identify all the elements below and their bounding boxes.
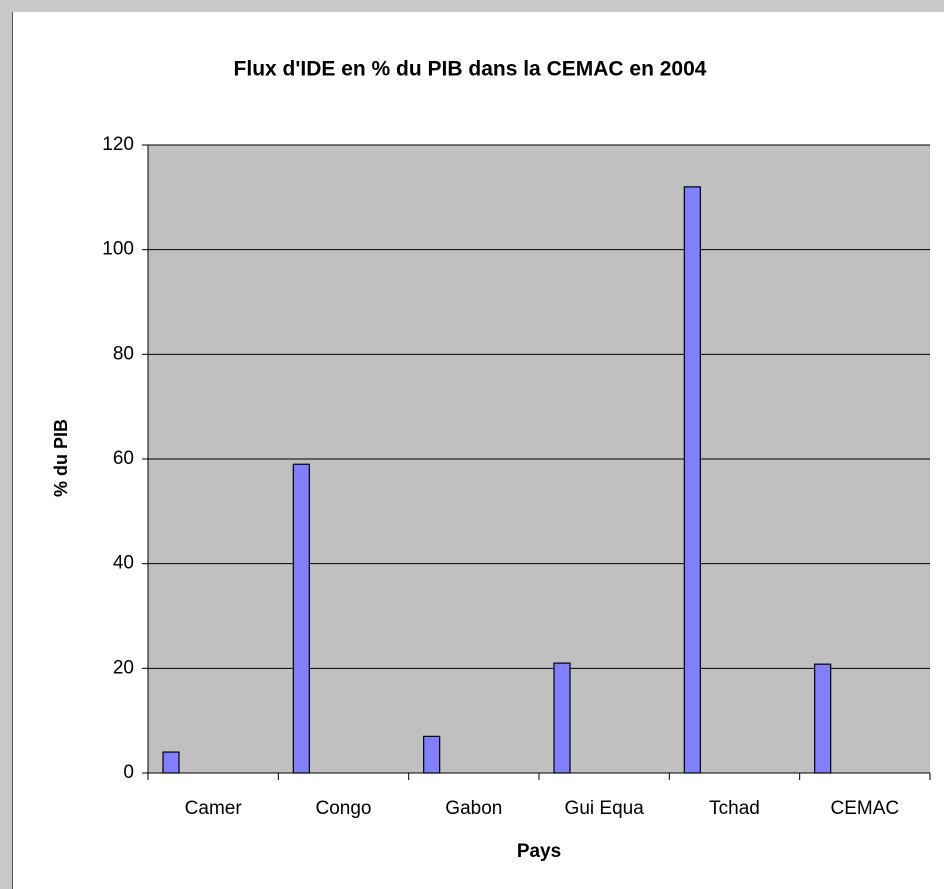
y-axis-label: % du PIB <box>51 419 71 497</box>
bar <box>423 735 441 774</box>
x-tick-label: Tchad <box>709 798 760 819</box>
y-tick-label: 100 <box>102 239 134 260</box>
y-tick-label: 80 <box>113 343 134 364</box>
x-tick-label: Camer <box>185 798 243 819</box>
y-tick-label: 120 <box>102 134 134 155</box>
bar <box>683 186 701 774</box>
chart-title: Flux d'IDE en % du PIB dans la CEMAC en … <box>234 58 707 81</box>
bar <box>162 751 180 774</box>
x-tick-label: Gabon <box>445 798 502 819</box>
x-tick-label: Congo <box>316 798 372 819</box>
x-tick-label: Gui Equa <box>565 798 645 819</box>
x-axis-label: Pays <box>517 841 561 862</box>
y-tick-label: 60 <box>113 448 134 469</box>
y-tick-label: 40 <box>113 553 134 574</box>
bar <box>553 662 571 774</box>
x-tick-label: CEMAC <box>831 798 900 819</box>
y-tick-label: 0 <box>123 762 134 783</box>
bar <box>814 663 832 774</box>
bar <box>292 463 310 774</box>
y-tick-label: 20 <box>113 657 134 678</box>
